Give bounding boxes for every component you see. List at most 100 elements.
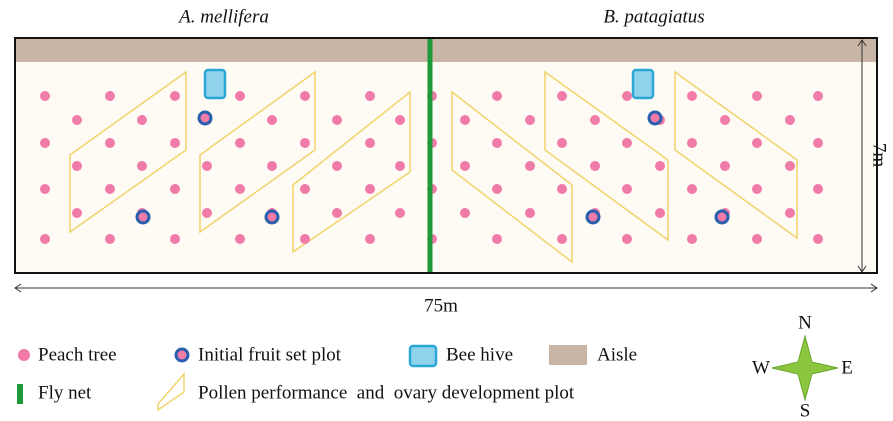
bee-hive	[203, 68, 227, 100]
legend-fruit	[174, 347, 190, 363]
fruit-set-plot	[135, 209, 151, 225]
legend-hive	[408, 344, 438, 368]
peach-tree	[687, 138, 697, 148]
peach-tree	[72, 161, 82, 171]
peach-tree	[105, 138, 115, 148]
peach-tree	[235, 91, 245, 101]
pollen-plot	[451, 90, 573, 264]
peach-tree	[785, 115, 795, 125]
fruit-set-plot	[264, 209, 280, 225]
peach-tree	[492, 184, 502, 194]
peach-tree	[300, 234, 310, 244]
peach-tree	[395, 161, 405, 171]
legend-text: Initial fruit set plot	[198, 344, 342, 365]
peach-tree	[525, 208, 535, 218]
peach-tree	[267, 161, 277, 171]
peach-tree	[365, 234, 375, 244]
fruit-set-plot	[585, 209, 601, 225]
peach-tree	[590, 161, 600, 171]
peach-tree	[137, 115, 147, 125]
peach-tree	[655, 161, 665, 171]
peach-tree	[492, 91, 502, 101]
left-label: A. mellifera	[177, 6, 269, 27]
peach-tree	[813, 91, 823, 101]
peach-tree	[492, 234, 502, 244]
compass-w: W	[752, 357, 770, 378]
legend-tree	[18, 349, 30, 361]
right-label: B. patagiatus	[603, 6, 704, 27]
peach-tree	[235, 138, 245, 148]
peach-tree	[557, 91, 567, 101]
peach-tree	[365, 184, 375, 194]
aisle	[16, 39, 876, 62]
peach-tree	[170, 234, 180, 244]
dimension-lines	[14, 39, 878, 293]
arrow	[857, 265, 867, 273]
fruit-set-plot	[714, 209, 730, 225]
peach-tree	[332, 115, 342, 125]
legend-text: Bee hive	[446, 344, 513, 365]
pollen-plot	[544, 70, 669, 242]
peach-tree	[492, 138, 502, 148]
field	[14, 37, 878, 274]
fruit-set-plot	[197, 110, 213, 126]
peach-tree	[40, 184, 50, 194]
peach-tree	[202, 208, 212, 218]
compass-s: S	[800, 400, 811, 421]
peach-tree	[105, 184, 115, 194]
peach-tree	[460, 208, 470, 218]
peach-tree	[687, 91, 697, 101]
peach-tree	[525, 115, 535, 125]
peach-tree	[267, 115, 277, 125]
peach-tree	[72, 115, 82, 125]
peach-tree	[590, 115, 600, 125]
legend-net	[17, 384, 23, 404]
peach-tree	[332, 161, 342, 171]
peach-tree	[105, 91, 115, 101]
peach-tree	[557, 234, 567, 244]
peach-tree	[720, 161, 730, 171]
peach-tree	[813, 184, 823, 194]
arrow	[857, 39, 867, 47]
arrow	[14, 283, 22, 293]
peach-tree	[365, 138, 375, 148]
peach-tree	[170, 91, 180, 101]
peach-tree	[105, 234, 115, 244]
peach-tree	[622, 184, 632, 194]
peach-tree	[202, 161, 212, 171]
peach-tree	[235, 234, 245, 244]
peach-tree	[332, 208, 342, 218]
peach-tree	[752, 184, 762, 194]
peach-tree	[785, 161, 795, 171]
peach-tree	[813, 138, 823, 148]
peach-tree	[395, 208, 405, 218]
legend-aisle	[549, 345, 587, 365]
pollen-plot	[674, 70, 798, 240]
peach-tree	[622, 234, 632, 244]
peach-tree	[813, 234, 823, 244]
peach-tree	[687, 234, 697, 244]
pollen-plot	[69, 70, 187, 234]
peach-tree	[460, 161, 470, 171]
peach-tree	[170, 184, 180, 194]
peach-tree	[687, 184, 697, 194]
peach-tree	[752, 138, 762, 148]
peach-tree	[235, 184, 245, 194]
peach-tree	[622, 138, 632, 148]
peach-tree	[622, 91, 632, 101]
peach-tree	[170, 138, 180, 148]
legend-text: Peach tree	[38, 344, 117, 365]
peach-tree	[300, 184, 310, 194]
legend-text: Aisle	[597, 344, 637, 365]
peach-tree	[655, 208, 665, 218]
peach-tree	[72, 208, 82, 218]
peach-tree	[300, 138, 310, 148]
peach-tree	[40, 91, 50, 101]
peach-tree	[557, 184, 567, 194]
peach-tree	[137, 161, 147, 171]
legend-plot	[157, 371, 185, 412]
peach-tree	[460, 115, 470, 125]
peach-tree	[752, 91, 762, 101]
arrow	[870, 283, 878, 293]
